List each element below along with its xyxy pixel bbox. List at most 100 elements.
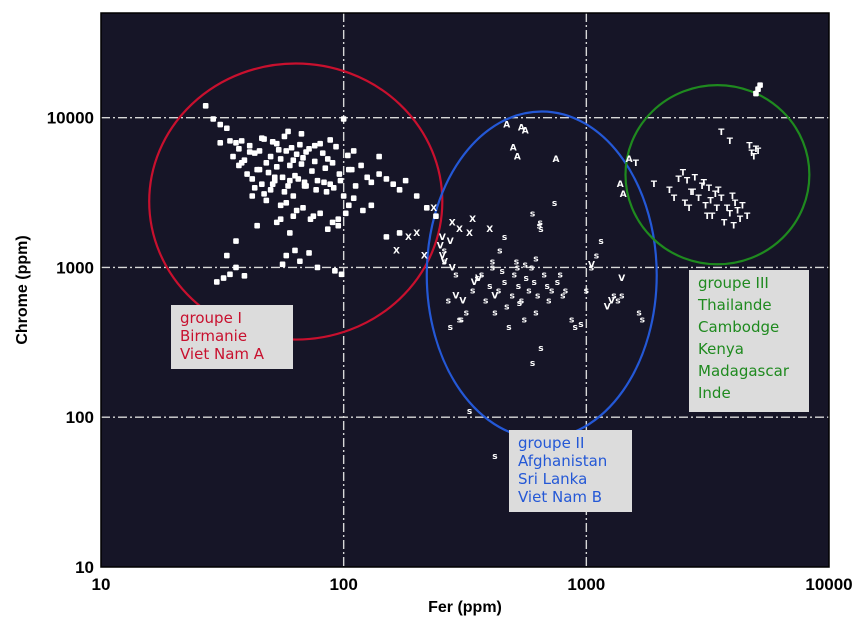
- data-point-t: T: [680, 169, 687, 179]
- data-point: [292, 247, 298, 254]
- data-point-s: s: [442, 257, 447, 267]
- data-point-t: T: [749, 149, 756, 159]
- data-point-s: s: [506, 323, 511, 333]
- data-point-s: s: [538, 225, 543, 235]
- data-point-t: T: [751, 153, 758, 163]
- data-point-s: s: [492, 309, 497, 319]
- data-point: [290, 157, 297, 164]
- x-tick-label: 100: [329, 575, 357, 594]
- data-point-s: s: [483, 297, 488, 307]
- y-tick-label: 10: [75, 558, 94, 577]
- data-point: [265, 169, 272, 176]
- data-point: [290, 193, 297, 199]
- data-point: [423, 205, 430, 211]
- label-line-groupe_III: Kenya: [698, 340, 744, 358]
- data-point: [254, 222, 260, 229]
- data-point: [230, 153, 236, 160]
- data-point-a: A: [518, 123, 525, 133]
- data-point-t: T: [686, 204, 693, 214]
- data-point-v: V: [459, 297, 466, 307]
- x-tick-label: 10: [92, 575, 111, 594]
- data-point-t: T: [666, 186, 673, 196]
- data-point: [279, 261, 286, 268]
- data-point-s: s: [537, 218, 542, 228]
- y-axis-label: Chrome (ppm): [14, 235, 31, 344]
- data-point-s: s: [502, 278, 507, 288]
- data-point: [224, 125, 230, 132]
- data-point: [287, 162, 293, 169]
- data-point-s: s: [448, 323, 453, 333]
- data-point: [317, 210, 323, 217]
- data-point: [402, 177, 409, 184]
- data-point: [383, 176, 390, 182]
- data-point-a: A: [514, 153, 521, 163]
- label-box-groupe_II: [509, 430, 632, 512]
- data-point-t: T: [755, 147, 762, 157]
- data-point: [327, 137, 333, 143]
- data-point-s: s: [555, 278, 560, 288]
- data-point: [335, 222, 342, 229]
- data-point: [277, 202, 284, 209]
- data-point: [342, 210, 349, 217]
- data-point: [263, 197, 270, 204]
- data-point: [210, 116, 217, 122]
- data-point-s: s: [497, 246, 502, 256]
- data-point-t: T: [718, 128, 725, 138]
- data-point-s: s: [545, 282, 550, 292]
- data-point-v: V: [491, 291, 498, 301]
- data-point-s: s: [538, 344, 543, 354]
- data-point-s: s: [589, 263, 594, 273]
- data-point-t: T: [737, 215, 744, 225]
- data-point: [227, 271, 233, 278]
- data-point-s: s: [446, 297, 451, 307]
- data-point: [358, 162, 364, 169]
- data-point: [360, 207, 366, 214]
- data-point: [323, 189, 330, 195]
- data-point-s: s: [560, 291, 565, 301]
- data-point-s: s: [619, 291, 624, 301]
- data-point: [319, 150, 326, 156]
- data-point: [293, 151, 300, 158]
- data-point-s: s: [510, 291, 515, 301]
- data-point-s: s: [598, 237, 603, 247]
- data-point: [238, 138, 245, 144]
- data-point-s: s: [442, 246, 447, 256]
- data-point-a: A: [522, 127, 529, 137]
- data-point-a: A: [626, 155, 633, 165]
- label-line-groupe_III: Madagascar: [698, 362, 790, 380]
- data-point: [300, 154, 306, 161]
- data-point: [350, 148, 357, 154]
- data-point-s: s: [533, 254, 538, 264]
- data-point: [244, 171, 250, 177]
- data-point-v: V: [471, 278, 478, 288]
- data-point-s: s: [526, 287, 531, 297]
- data-point: [251, 185, 258, 191]
- data-point-s: s: [530, 359, 535, 369]
- data-point: [281, 133, 288, 140]
- data-point: [287, 177, 293, 184]
- data-point-s: s: [516, 282, 521, 292]
- data-point-s: s: [636, 309, 641, 319]
- data-point: [217, 139, 224, 146]
- data-point: [324, 226, 331, 233]
- y-tick-label: 1000: [56, 258, 94, 277]
- data-point: [345, 152, 351, 159]
- data-point: [338, 271, 345, 278]
- data-point: [330, 185, 337, 191]
- data-point-s: s: [514, 257, 519, 267]
- data-point-s: s: [532, 278, 537, 288]
- data-point: [281, 189, 288, 195]
- y-tick-label: 100: [66, 408, 94, 427]
- data-point-s: s: [640, 315, 645, 325]
- data-point-t: T: [727, 209, 734, 219]
- data-point: [333, 143, 339, 150]
- axis-ticks: 10 100 1000 10000 10 100 1000 10000: [47, 109, 853, 594]
- data-point: [383, 234, 390, 240]
- data-point: [321, 179, 327, 186]
- data-point: [306, 250, 312, 256]
- x-axis-label: Fer (ppm): [428, 599, 502, 616]
- data-point: [350, 195, 357, 202]
- data-point: [376, 171, 382, 177]
- data-point: [368, 202, 375, 209]
- label-line-groupe_I: Viet Nam A: [180, 345, 265, 363]
